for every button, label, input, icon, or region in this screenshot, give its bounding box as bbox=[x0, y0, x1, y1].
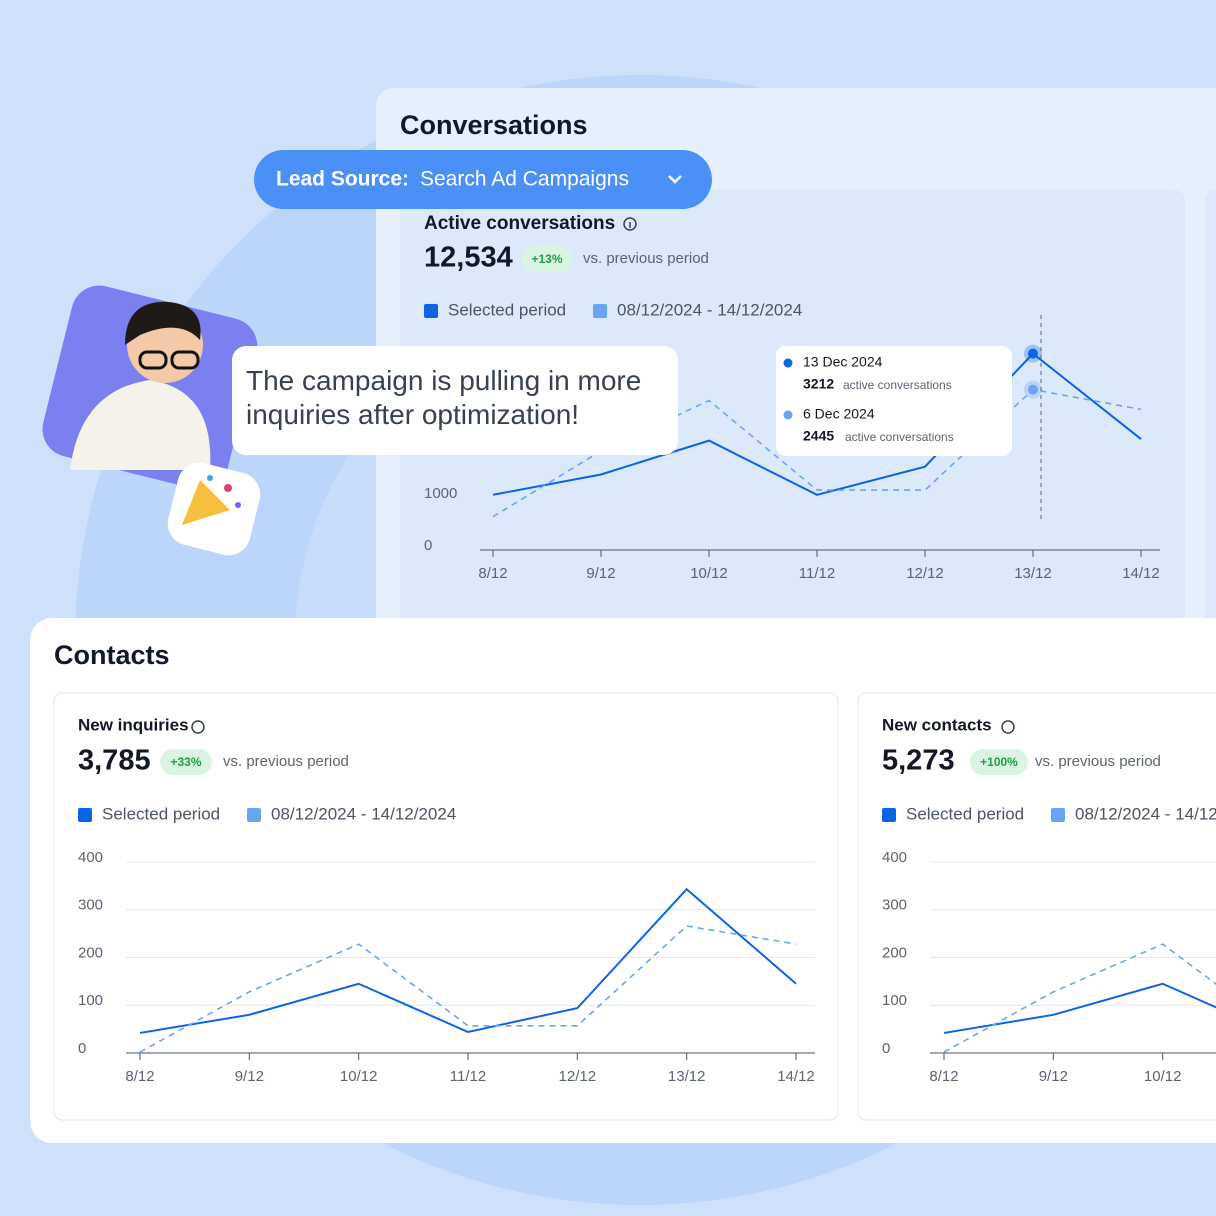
info-icon bbox=[1001, 720, 1015, 734]
x-tick-label: 10/12 bbox=[1144, 1068, 1182, 1085]
legend-label: Selected period bbox=[102, 804, 220, 823]
x-tick-label: 8/12 bbox=[929, 1068, 958, 1085]
message-box: The campaign is pulling in more inquirie… bbox=[246, 365, 642, 430]
message: The campaign is pulling in more inquirie… bbox=[246, 365, 642, 430]
series-line bbox=[943, 943, 1216, 1053]
series-line bbox=[943, 982, 1216, 1034]
x-tick-label: 12/12 bbox=[906, 565, 944, 582]
x-tick-label: 10/12 bbox=[340, 1068, 378, 1085]
next-card bbox=[1205, 190, 1216, 630]
change-text: +13% bbox=[531, 252, 562, 266]
tooltip bbox=[776, 346, 1012, 456]
x-tick-label: 9/12 bbox=[1039, 1068, 1068, 1085]
panel-title: Conversations bbox=[400, 110, 588, 140]
info-circle bbox=[1001, 720, 1015, 734]
metric-value: 12,534 bbox=[424, 242, 513, 274]
hover-point bbox=[1028, 384, 1038, 395]
info-circle bbox=[191, 720, 205, 734]
y-tick-label: 0 bbox=[424, 537, 432, 554]
x-tick-label: 9/12 bbox=[235, 1068, 264, 1085]
change-badge bbox=[970, 749, 1028, 775]
message-bubble bbox=[232, 346, 678, 455]
filter-value: Search Ad Campaigns bbox=[420, 168, 629, 191]
card-title: New contacts bbox=[882, 715, 992, 734]
change-text: +100% bbox=[980, 755, 1018, 769]
legend-label: Selected period bbox=[448, 300, 566, 319]
panel-title: Contacts bbox=[54, 640, 170, 670]
legend-label: Selected period bbox=[906, 804, 1024, 823]
card-frame bbox=[857, 692, 1216, 1121]
legend-swatch bbox=[78, 808, 92, 822]
legend-swatch bbox=[1051, 808, 1065, 822]
comparison: vs. previous period bbox=[223, 753, 349, 770]
chevron bbox=[668, 175, 682, 184]
legend-swatch bbox=[593, 304, 607, 318]
x-tick-label: 14/12 bbox=[1122, 565, 1160, 582]
tooltip-value: 3212 bbox=[803, 376, 834, 392]
y-tick-label: 200 bbox=[78, 944, 103, 961]
tooltip-unit: active conversations bbox=[845, 430, 954, 444]
filter-label: Lead Source: bbox=[276, 168, 409, 191]
x-tick-label: 11/12 bbox=[799, 565, 835, 582]
change-text: +33% bbox=[170, 755, 201, 769]
legend-swatch bbox=[882, 808, 896, 822]
contact-card: New contacts 5,273 +100% vs. previous perio… bbox=[857, 692, 1216, 1121]
change-badge bbox=[522, 246, 572, 272]
x-tick-label: 11/12 bbox=[450, 1068, 486, 1085]
series-line bbox=[139, 925, 797, 1053]
card-frame bbox=[53, 692, 839, 1121]
x-tick-label: 12/12 bbox=[559, 1068, 597, 1085]
info-icon bbox=[191, 720, 205, 734]
x-tick-label: 13/12 bbox=[668, 1068, 706, 1085]
info-icon bbox=[623, 217, 637, 231]
contact-card: New inquiries 3,785 +33% vs. previous perio… bbox=[53, 692, 839, 1121]
y-tick-label: 0 bbox=[78, 1040, 86, 1057]
contact-cards: New inquiries 3,785 +33% vs. previous perio… bbox=[53, 692, 1216, 1121]
avatar bbox=[42, 285, 258, 490]
legend-swatch bbox=[247, 808, 261, 822]
y-tick-label: 300 bbox=[78, 897, 103, 914]
tooltip-value: 2445 bbox=[803, 428, 834, 444]
y-tick-label: 300 bbox=[882, 897, 907, 914]
y-tick-label: 400 bbox=[78, 849, 103, 866]
metric-value: 5,273 bbox=[882, 745, 955, 777]
legend-swatch bbox=[424, 304, 438, 318]
y-tick-label: 400 bbox=[882, 849, 907, 866]
tooltip-date: 13 Dec 2024 bbox=[803, 354, 883, 370]
legend-label: 08/12/2024 - 14/12/2024 bbox=[271, 804, 456, 823]
conversations-chart: 0 1000 8/12 9/12 10/12 11/12 12/12 13/12 14/12 Se… bbox=[424, 300, 1160, 582]
card-title: New inquiries bbox=[78, 715, 189, 734]
tooltip-date: 6 Dec 2024 bbox=[803, 406, 875, 422]
x-tick-label: 14/12 bbox=[777, 1068, 815, 1085]
y-tick-label: 100 bbox=[78, 992, 103, 1009]
comparison: vs. previous period bbox=[1035, 753, 1161, 770]
tooltip-unit: active conversations bbox=[843, 378, 952, 392]
filter-pill[interactable] bbox=[254, 150, 712, 209]
change-badge bbox=[160, 749, 212, 775]
hover-point bbox=[1028, 348, 1038, 359]
x-tick-label: 10/12 bbox=[690, 565, 728, 582]
x-tick-label: 9/12 bbox=[586, 565, 615, 582]
x-tick-label: 8/12 bbox=[478, 565, 507, 582]
comparison: vs. previous period bbox=[583, 250, 709, 267]
metric-value: 3,785 bbox=[78, 745, 151, 777]
series-line bbox=[139, 887, 797, 1034]
legend-label: 08/12/2024 - 14/12/2024 bbox=[617, 300, 802, 319]
card-title: Active conversations bbox=[424, 213, 615, 234]
y-tick-label: 1000 bbox=[424, 485, 457, 502]
party-icon bbox=[167, 462, 261, 556]
x-tick-label: 13/12 bbox=[1014, 565, 1052, 582]
legend-label: 08/12/2024 - 14/12/2024 bbox=[1075, 804, 1216, 823]
tooltip-dot bbox=[783, 410, 793, 420]
y-tick-label: 100 bbox=[882, 992, 907, 1009]
y-tick-label: 0 bbox=[882, 1040, 890, 1057]
x-tick-label: 8/12 bbox=[125, 1068, 154, 1085]
y-tick-label: 200 bbox=[882, 944, 907, 961]
tooltip-dot bbox=[783, 358, 793, 368]
